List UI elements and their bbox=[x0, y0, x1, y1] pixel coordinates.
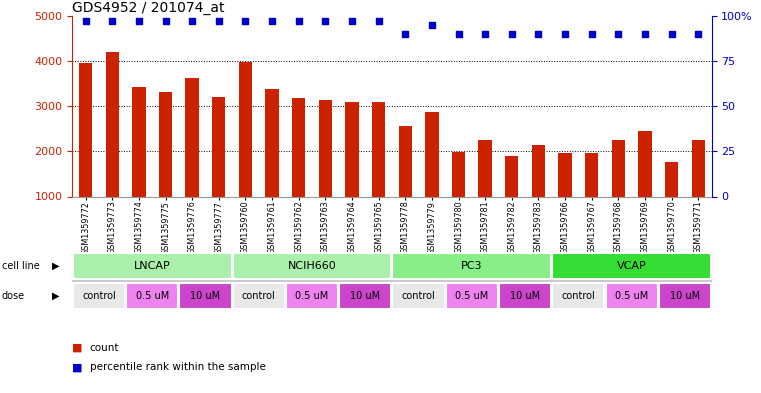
Point bbox=[320, 18, 332, 24]
Bar bbox=[638, 131, 651, 196]
Point bbox=[107, 18, 119, 24]
Point bbox=[693, 31, 705, 37]
Text: 0.5 uM: 0.5 uM bbox=[295, 291, 329, 301]
Text: GDS4952 / 201074_at: GDS4952 / 201074_at bbox=[72, 1, 224, 15]
Text: 10 uM: 10 uM bbox=[350, 291, 380, 301]
Text: PC3: PC3 bbox=[461, 261, 482, 271]
Bar bbox=[186, 78, 199, 196]
Bar bbox=[132, 87, 145, 196]
Bar bbox=[499, 283, 551, 309]
Point bbox=[559, 31, 571, 37]
Bar bbox=[532, 145, 545, 196]
Text: count: count bbox=[90, 343, 119, 353]
Bar bbox=[319, 100, 332, 196]
Bar bbox=[286, 283, 338, 309]
Bar bbox=[266, 89, 279, 196]
Point bbox=[400, 31, 412, 37]
Point bbox=[479, 31, 492, 37]
Bar bbox=[552, 283, 604, 309]
Point bbox=[453, 31, 465, 37]
Text: control: control bbox=[242, 291, 275, 301]
Point bbox=[586, 31, 598, 37]
Point bbox=[506, 31, 518, 37]
Bar bbox=[212, 97, 225, 196]
Text: ▶: ▶ bbox=[52, 291, 59, 301]
Text: control: control bbox=[82, 291, 116, 301]
Point bbox=[293, 18, 305, 24]
Point bbox=[533, 31, 545, 37]
Bar bbox=[79, 63, 92, 196]
Bar bbox=[233, 283, 285, 309]
Bar bbox=[339, 283, 391, 309]
Bar bbox=[479, 140, 492, 196]
Text: percentile rank within the sample: percentile rank within the sample bbox=[90, 362, 266, 373]
Bar bbox=[372, 102, 385, 196]
Bar bbox=[393, 283, 444, 309]
Text: LNCAP: LNCAP bbox=[134, 261, 170, 271]
Text: 0.5 uM: 0.5 uM bbox=[615, 291, 648, 301]
Bar bbox=[393, 253, 551, 279]
Text: 0.5 uM: 0.5 uM bbox=[135, 291, 169, 301]
Bar bbox=[73, 253, 231, 279]
Point bbox=[612, 31, 624, 37]
Point bbox=[666, 31, 678, 37]
Text: cell line: cell line bbox=[2, 261, 40, 271]
Bar bbox=[126, 283, 178, 309]
Point bbox=[133, 18, 145, 24]
Bar bbox=[692, 140, 705, 196]
Bar bbox=[159, 92, 172, 196]
Bar bbox=[606, 283, 658, 309]
Bar bbox=[452, 152, 465, 196]
Point bbox=[186, 18, 199, 24]
Bar bbox=[505, 156, 518, 196]
Bar bbox=[552, 253, 711, 279]
Text: VCAP: VCAP bbox=[616, 261, 647, 271]
Bar bbox=[659, 283, 711, 309]
Point bbox=[426, 22, 438, 28]
Bar bbox=[345, 101, 358, 196]
Text: ■: ■ bbox=[72, 362, 83, 373]
Text: control: control bbox=[562, 291, 595, 301]
Text: 0.5 uM: 0.5 uM bbox=[455, 291, 489, 301]
Bar bbox=[612, 140, 625, 196]
Bar bbox=[239, 62, 252, 196]
Bar bbox=[585, 153, 598, 196]
Point bbox=[639, 31, 651, 37]
Text: 10 uM: 10 uM bbox=[510, 291, 540, 301]
Bar bbox=[292, 97, 305, 196]
Point bbox=[213, 18, 225, 24]
Point bbox=[266, 18, 279, 24]
Text: ■: ■ bbox=[72, 343, 83, 353]
Point bbox=[80, 18, 92, 24]
Point bbox=[160, 18, 172, 24]
Point bbox=[373, 18, 385, 24]
Text: 10 uM: 10 uM bbox=[670, 291, 700, 301]
Point bbox=[346, 18, 358, 24]
Bar bbox=[446, 283, 498, 309]
Bar bbox=[425, 112, 438, 196]
Bar bbox=[399, 125, 412, 196]
Bar bbox=[106, 52, 119, 196]
Point bbox=[240, 18, 252, 24]
Bar bbox=[180, 283, 231, 309]
Text: NCIH660: NCIH660 bbox=[288, 261, 336, 271]
Text: dose: dose bbox=[2, 291, 24, 301]
Text: control: control bbox=[402, 291, 435, 301]
Text: ▶: ▶ bbox=[52, 261, 59, 271]
Bar bbox=[233, 253, 391, 279]
Bar bbox=[665, 162, 678, 196]
Text: 10 uM: 10 uM bbox=[190, 291, 221, 301]
Bar bbox=[559, 153, 572, 196]
Bar bbox=[73, 283, 125, 309]
